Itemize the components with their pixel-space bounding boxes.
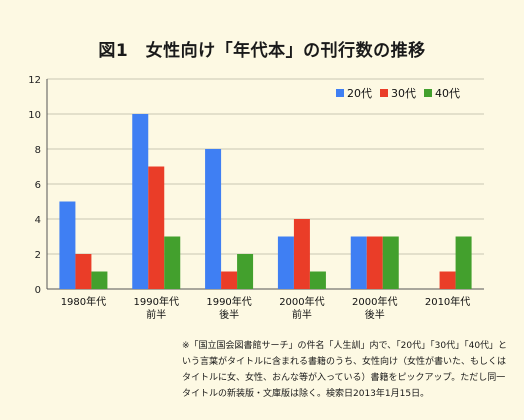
x-tick-label: 1990年代 (134, 295, 179, 308)
x-tick-label: 1980年代 (61, 295, 106, 308)
y-tick-label: 6 (35, 180, 41, 191)
bar-30代-3 (293, 219, 310, 289)
y-tick-label: 0 (35, 285, 41, 296)
chart-title: 図1 女性向け「年代本」の刊行数の推移 (98, 41, 426, 61)
x-tick-label: 前半 (146, 308, 166, 321)
bar-30代-1 (148, 166, 165, 289)
bar-30代-5 (439, 271, 456, 289)
legend-label: 20代 (347, 87, 372, 100)
bar-20代-2 (205, 149, 222, 289)
bar-30代-2 (221, 271, 238, 289)
bar-20代-3 (277, 236, 294, 289)
bar-40代-5 (455, 236, 472, 289)
x-tick-label: 後半 (365, 308, 385, 321)
bar-40代-0 (91, 271, 108, 289)
legend-swatch-30代 (380, 89, 388, 97)
footnote: ※「国立国会図書館サーチ」の件名「人生訓」内で、「20代」「30代」「40代」と… (182, 341, 508, 399)
legend-swatch-20代 (336, 89, 344, 97)
bar-40代-4 (382, 236, 399, 289)
y-tick-label: 2 (35, 250, 41, 261)
legend-swatch-40代 (424, 89, 432, 97)
bar-30代-0 (75, 254, 92, 289)
legend-label: 40代 (435, 87, 460, 100)
y-axis-ticks: 0 2 4 6 8 10 12 (28, 75, 41, 296)
y-tick-label: 8 (35, 145, 41, 156)
y-tick-label: 12 (28, 75, 41, 86)
grid-lines (46, 78, 484, 290)
x-axis-labels: 1980年代 1990年代前半1990年代後半2000年代前半2000年代後半20… (61, 295, 471, 321)
bar-20代-1 (132, 114, 149, 289)
bars (59, 114, 472, 289)
bar-40代-2 (237, 254, 254, 289)
bar-40代-3 (309, 271, 326, 289)
x-tick-label: 2000年代 (279, 295, 324, 308)
x-tick-label: 後半 (219, 308, 239, 321)
legend-label: 30代 (391, 87, 416, 100)
x-tick-label: 2000年代 (352, 295, 397, 308)
x-tick-label: 2010年代 (425, 295, 470, 308)
bar-20代-4 (350, 236, 367, 289)
x-tick-label: 1990年代 (206, 295, 251, 308)
bar-30代-4 (366, 236, 383, 289)
legend: 20代 30代 40代 (336, 87, 460, 100)
bar-20代-0 (59, 201, 76, 289)
bar-40代-1 (164, 236, 181, 289)
y-tick-label: 10 (28, 110, 41, 121)
x-tick-label: 前半 (292, 308, 312, 321)
y-tick-label: 4 (35, 215, 41, 226)
